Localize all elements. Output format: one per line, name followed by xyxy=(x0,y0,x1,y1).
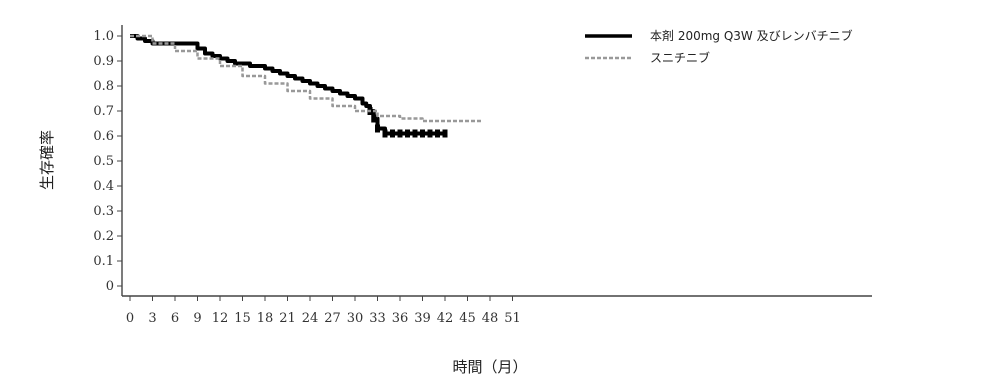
censor-mark xyxy=(427,129,433,138)
x-tick-label: 18 xyxy=(257,311,274,326)
x-tick-label: 42 xyxy=(437,311,454,326)
y-tick-label: 0.4 xyxy=(93,179,114,194)
x-axis-title: 時間（月） xyxy=(452,358,527,376)
legend-label: スニチニブ xyxy=(650,50,710,65)
censor-mark xyxy=(412,129,418,138)
x-tick-label: 51 xyxy=(504,311,521,326)
x-tick-label: 24 xyxy=(302,311,319,326)
y-tick-label: 1.0 xyxy=(93,29,114,44)
censor-mark xyxy=(390,129,395,138)
x-tick-label: 15 xyxy=(234,311,251,326)
y-tick-label: 0.8 xyxy=(93,79,114,94)
y-tick-label: 0.3 xyxy=(93,204,114,219)
x-tick-label: 45 xyxy=(459,311,476,326)
x-tick-label: 48 xyxy=(482,311,499,326)
y-tick-label: 0.9 xyxy=(93,54,114,69)
x-tick-label: 36 xyxy=(392,311,409,326)
censor-mark xyxy=(405,129,410,138)
y-tick-label: 0.6 xyxy=(93,129,114,144)
censor-mark xyxy=(435,129,440,138)
x-tick-label: 27 xyxy=(324,311,341,326)
censor-mark xyxy=(442,129,448,138)
censor-mark xyxy=(382,129,388,138)
censor-mark xyxy=(420,129,425,138)
y-tick-label: 0.1 xyxy=(93,254,114,269)
y-axis-title: 生存確率 xyxy=(38,130,56,190)
series-line-sunitinib xyxy=(130,34,483,123)
x-axis-ticks: 0 3 6 9 12 15 18 21 24 27 30 33 36 39 42 45 48 51 xyxy=(126,296,521,326)
x-tick-label: 9 xyxy=(193,311,201,326)
y-tick-label: 0.2 xyxy=(93,229,114,244)
x-tick-label: 6 xyxy=(171,311,179,326)
y-tick-label: 0.5 xyxy=(93,154,114,169)
x-tick-label: 39 xyxy=(414,311,431,326)
x-tick-label: 30 xyxy=(347,311,364,326)
y-axis-ticks: 0 0.1 0.2 0.3 0.4 0.5 0.6 0.7 0.8 0.9 1.0 xyxy=(93,29,122,294)
legend-label: 本剤 200mg Q3W 及びレンバチニブ xyxy=(650,28,853,43)
series-lines xyxy=(130,34,483,138)
y-tick-label: 0.7 xyxy=(93,104,114,119)
censor-mark xyxy=(371,114,377,123)
x-tick-label: 33 xyxy=(369,311,386,326)
x-tick-label: 3 xyxy=(148,311,156,326)
y-tick-label: 0 xyxy=(106,279,114,294)
x-tick-label: 12 xyxy=(212,311,229,326)
x-tick-label: 21 xyxy=(279,311,296,326)
censor-mark xyxy=(397,129,403,138)
censor-mark xyxy=(375,124,380,133)
x-tick-label: 0 xyxy=(126,311,134,326)
